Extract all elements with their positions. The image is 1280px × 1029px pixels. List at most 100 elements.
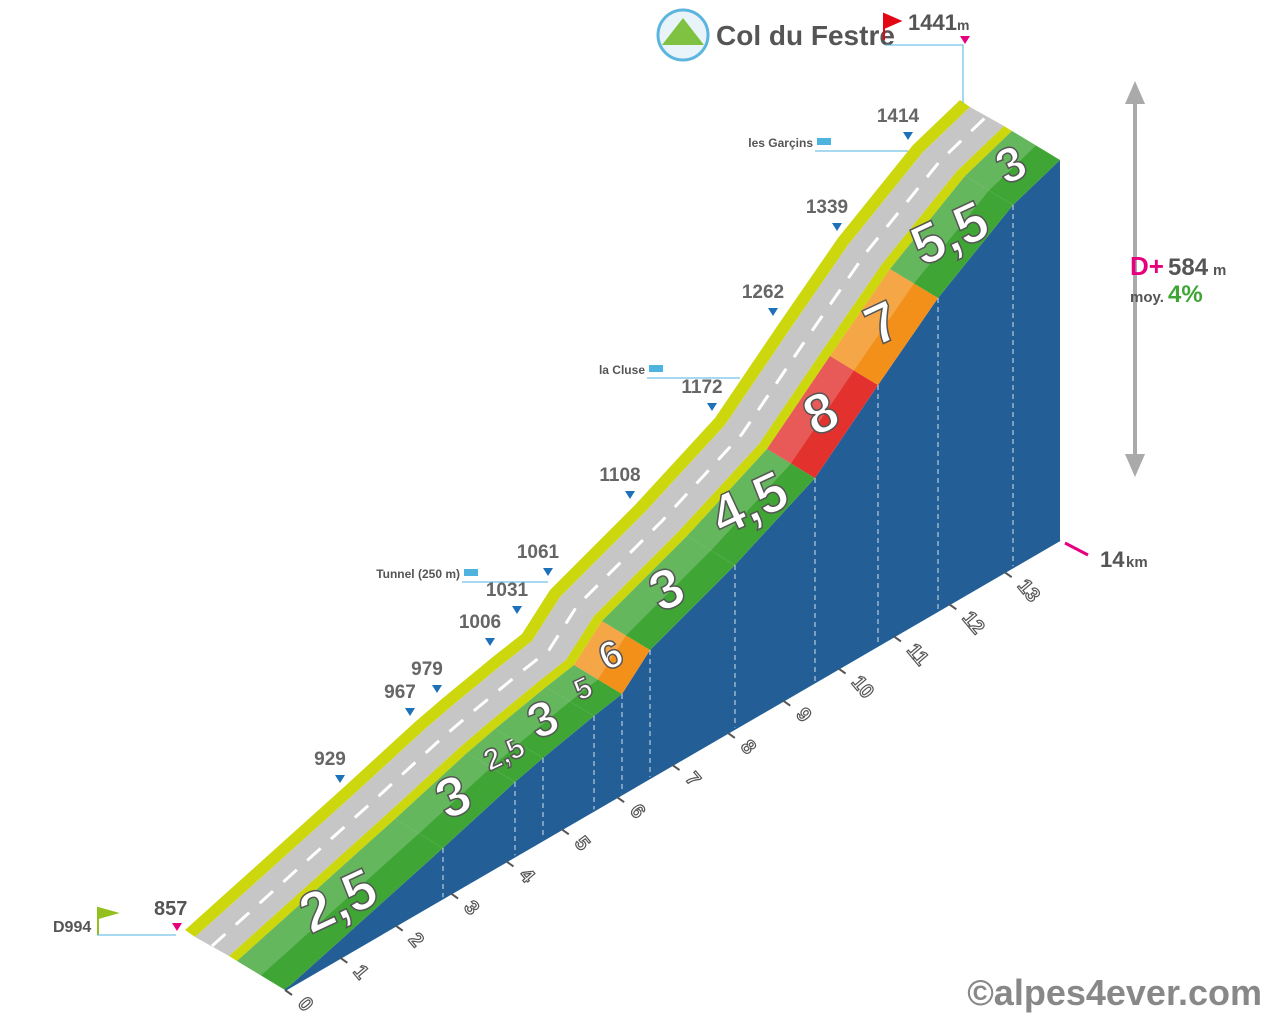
distance-value: 14: [1100, 547, 1125, 572]
km-tick: [727, 732, 736, 739]
km-tick: [671, 764, 681, 771]
km-tick: [948, 603, 957, 611]
elevation-marker: [543, 568, 553, 576]
gradient-face-highlight: [890, 176, 989, 284]
km-label: 11: [902, 640, 932, 670]
distance-unit: km: [1126, 554, 1148, 571]
km-label: 10: [847, 672, 878, 703]
km-label: 3: [459, 897, 483, 920]
gradient-face: [237, 819, 443, 990]
ground-line: [284, 539, 1061, 991]
gradient-face-highlight: [495, 687, 570, 744]
gradient-face-highlight: [602, 536, 711, 636]
km-label: 9: [791, 704, 815, 727]
elevation-label: 979: [411, 659, 443, 680]
elevation-marker: [768, 308, 778, 316]
gradient-face: [602, 536, 735, 650]
km-tick: [561, 828, 570, 836]
km-label: 8: [736, 736, 760, 759]
start-flag: [97, 906, 120, 935]
road: [195, 107, 1004, 956]
elevation-marker: [707, 403, 717, 411]
elevation-label: 1339: [806, 197, 848, 218]
start-road: D994: [53, 919, 91, 936]
start-elevation: 857: [154, 898, 187, 920]
credit: ©alpes4ever.com: [967, 972, 1262, 1013]
summit-leader: [885, 44, 964, 103]
gain-unit: m: [1213, 262, 1226, 279]
end-tick: [1064, 541, 1089, 557]
km-tick: [838, 667, 847, 675]
gradient-face: [767, 356, 878, 478]
gradient-face: [965, 131, 1060, 205]
place-icon: [649, 365, 663, 372]
gradient-face-highlight: [237, 819, 419, 976]
km-label: 2: [404, 929, 428, 952]
elevation-marker: [625, 491, 635, 499]
elevation-marker: [335, 775, 345, 783]
elevation-marker: [903, 132, 913, 140]
place-label: Tunnel (250 m): [376, 567, 460, 581]
elevation-label: 1172: [681, 377, 722, 398]
gradient-face-highlight: [965, 131, 1036, 191]
km-tick: [450, 892, 459, 900]
road-edge: [229, 126, 1012, 961]
km-tick: [782, 699, 791, 707]
elevation-marker: [832, 223, 842, 231]
gradient-face: [687, 449, 815, 565]
gradient-face: [495, 687, 594, 758]
elevation-marker: [512, 606, 522, 614]
place-label: la Cluse: [599, 363, 645, 377]
gradient-face: [546, 665, 622, 716]
summit-flag: [883, 12, 903, 40]
elevation-label: 1108: [599, 465, 640, 486]
km-label: 4: [515, 865, 540, 888]
km-label: 5: [570, 832, 594, 855]
elevation-marker: [405, 708, 415, 716]
side-face: [285, 160, 1060, 990]
elevation-marker: [432, 685, 442, 693]
km-tick: [505, 860, 515, 868]
gradient-face: [830, 269, 938, 385]
gain-arrow: [1124, 81, 1146, 477]
title: Col du Festre: [716, 20, 895, 51]
km-label: 7: [681, 768, 705, 791]
gradient-face: [395, 753, 515, 848]
km-tick: [339, 957, 348, 964]
summit-marker: [960, 36, 970, 44]
summit-elevation: 1441: [908, 10, 957, 35]
logo-mountain: [662, 18, 704, 45]
km-label: 1: [349, 961, 373, 984]
elevation-label: 929: [314, 749, 346, 770]
elevation-label: 1262: [742, 282, 784, 303]
summit-unit: m: [957, 17, 969, 33]
elevation-label: 1031: [486, 580, 529, 601]
road-edge: [185, 100, 970, 937]
average-value: 4%: [1168, 281, 1203, 308]
km-tick: [616, 796, 625, 803]
elevation-label: 967: [384, 682, 416, 703]
gradient-face-highlight: [395, 753, 491, 834]
elevation-label: 1061: [517, 542, 560, 563]
km-label: 12: [957, 607, 988, 638]
elevation-label: 1414: [877, 106, 920, 127]
place-icon: [464, 569, 478, 576]
km-tick: [395, 924, 404, 932]
km-tick: [1004, 571, 1013, 578]
gradient-face-highlight: [830, 269, 914, 371]
gradient-face-highlight: [767, 356, 854, 464]
gradient-face-highlight: [574, 621, 626, 680]
gradient-face-highlight: [546, 665, 598, 702]
gradient-face: [890, 176, 1013, 298]
gradient-face-highlight: [467, 729, 519, 768]
profile: 2,532,53 5634,5875,5301234567891011121392…: [185, 100, 1061, 1016]
gradient-face: [467, 729, 543, 782]
km-label: 0: [293, 993, 317, 1016]
start-marker: [172, 923, 182, 931]
place-icon: [817, 138, 831, 145]
gradient-face-highlight: [687, 449, 791, 551]
km-tick: [284, 989, 293, 996]
elevation-label: 1006: [459, 612, 501, 633]
